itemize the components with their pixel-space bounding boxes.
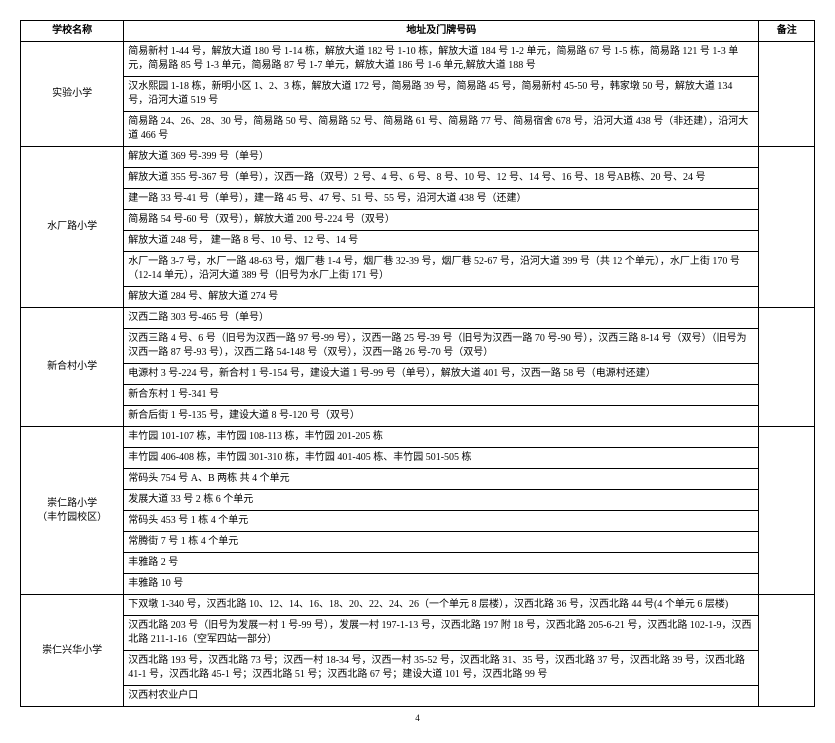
address-cell: 新合后街 1 号-135 号，建设大道 8 号-120 号（双号） — [124, 406, 759, 427]
address-cell: 解放大道 248 号， 建一路 8 号、10 号、12 号、14 号 — [124, 231, 759, 252]
table-row: 新合村小学汉西二路 303 号-465 号（单号） — [21, 308, 815, 329]
school-name-cell: 崇仁路小学（丰竹园校区） — [21, 427, 124, 595]
table-row: 水厂路小学解放大道 369 号-399 号（单号） — [21, 147, 815, 168]
address-cell: 电源村 3 号-224 号，新合村 1 号-154 号，建设大道 1 号-99 … — [124, 364, 759, 385]
table-row: 崇仁兴华小学下双墩 1-340 号，汉西北路 10、12、14、16、18、20… — [21, 595, 815, 616]
address-cell: 丰竹园 101-107 栋，丰竹园 108-113 栋，丰竹园 201-205 … — [124, 427, 759, 448]
school-address-table: 学校名称 地址及门牌号码 备注 实验小学简易新村 1-44 号，解放大道 180… — [20, 20, 815, 707]
table-row: 新合东村 1 号-341 号 — [21, 385, 815, 406]
page-number: 4 — [20, 713, 815, 723]
table-row: 实验小学简易新村 1-44 号，解放大道 180 号 1-14 栋，解放大道 1… — [21, 42, 815, 77]
table-row: 解放大道 284 号、解放大道 274 号 — [21, 287, 815, 308]
table-row: 汉西村农业户口 — [21, 686, 815, 707]
address-cell: 汉西北路 203 号（旧号为发展一村 1 号-99 号），发展一村 197-1-… — [124, 616, 759, 651]
address-cell: 新合东村 1 号-341 号 — [124, 385, 759, 406]
address-cell: 常腾街 7 号 1 栋 4 个单元 — [124, 532, 759, 553]
address-cell: 丰雅路 2 号 — [124, 553, 759, 574]
table-row: 崇仁路小学（丰竹园校区）丰竹园 101-107 栋，丰竹园 108-113 栋，… — [21, 427, 815, 448]
table-row: 常码头 453 号 1 栋 4 个单元 — [21, 511, 815, 532]
address-cell: 汉水熙园 1-18 栋，新明小区 1、2、3 栋，解放大道 172 号，简易路 … — [124, 77, 759, 112]
table-row: 解放大道 355 号-367 号（单号），汉西一路（双号）2 号、4 号、6 号… — [21, 168, 815, 189]
note-cell — [759, 308, 815, 427]
address-cell: 解放大道 284 号、解放大道 274 号 — [124, 287, 759, 308]
table-row: 简易路 24、26、28、30 号，简易路 50 号、简易路 52 号、简易路 … — [21, 112, 815, 147]
address-cell: 汉西二路 303 号-465 号（单号） — [124, 308, 759, 329]
header-address: 地址及门牌号码 — [124, 21, 759, 42]
school-name-cell: 水厂路小学 — [21, 147, 124, 308]
address-cell: 丰雅路 10 号 — [124, 574, 759, 595]
address-cell: 常码头 453 号 1 栋 4 个单元 — [124, 511, 759, 532]
address-cell: 汉西村农业户口 — [124, 686, 759, 707]
table-row: 建一路 33 号-41 号（单号），建一路 45 号、47 号、51 号、55 … — [21, 189, 815, 210]
table-row: 解放大道 248 号， 建一路 8 号、10 号、12 号、14 号 — [21, 231, 815, 252]
address-cell: 建一路 33 号-41 号（单号），建一路 45 号、47 号、51 号、55 … — [124, 189, 759, 210]
school-name-cell: 实验小学 — [21, 42, 124, 147]
school-name-cell: 新合村小学 — [21, 308, 124, 427]
address-cell: 简易路 54 号-60 号（双号），解放大道 200 号-224 号（双号） — [124, 210, 759, 231]
table-row: 丰竹园 406-408 栋，丰竹园 301-310 栋，丰竹园 401-405 … — [21, 448, 815, 469]
table-row: 电源村 3 号-224 号，新合村 1 号-154 号，建设大道 1 号-99 … — [21, 364, 815, 385]
address-cell: 水厂一路 3-7 号，水厂一路 48-63 号，烟厂巷 1-4 号，烟厂巷 32… — [124, 252, 759, 287]
table-row: 丰雅路 2 号 — [21, 553, 815, 574]
table-row: 新合后街 1 号-135 号，建设大道 8 号-120 号（双号） — [21, 406, 815, 427]
address-cell: 简易路 24、26、28、30 号，简易路 50 号、简易路 52 号、简易路 … — [124, 112, 759, 147]
address-cell: 汉西三路 4 号、6 号（旧号为汉西一路 97 号-99 号），汉西一路 25 … — [124, 329, 759, 364]
address-cell: 解放大道 369 号-399 号（单号） — [124, 147, 759, 168]
note-cell — [759, 42, 815, 147]
table-row: 汉西北路 203 号（旧号为发展一村 1 号-99 号），发展一村 197-1-… — [21, 616, 815, 651]
table-row: 汉水熙园 1-18 栋，新明小区 1、2、3 栋，解放大道 172 号，简易路 … — [21, 77, 815, 112]
address-cell: 解放大道 355 号-367 号（单号），汉西一路（双号）2 号、4 号、6 号… — [124, 168, 759, 189]
address-cell: 丰竹园 406-408 栋，丰竹园 301-310 栋，丰竹园 401-405 … — [124, 448, 759, 469]
header-school: 学校名称 — [21, 21, 124, 42]
school-name-cell: 崇仁兴华小学 — [21, 595, 124, 707]
note-cell — [759, 427, 815, 595]
table-row: 汉西三路 4 号、6 号（旧号为汉西一路 97 号-99 号），汉西一路 25 … — [21, 329, 815, 364]
address-cell: 常码头 754 号 A、B 两栋 共 4 个单元 — [124, 469, 759, 490]
note-cell — [759, 595, 815, 707]
table-row: 简易路 54 号-60 号（双号），解放大道 200 号-224 号（双号） — [21, 210, 815, 231]
address-cell: 下双墩 1-340 号，汉西北路 10、12、14、16、18、20、22、24… — [124, 595, 759, 616]
table-row: 汉西北路 193 号，汉西北路 73 号；汉西一村 18-34 号，汉西一村 3… — [21, 651, 815, 686]
note-cell — [759, 147, 815, 308]
table-row: 常腾街 7 号 1 栋 4 个单元 — [21, 532, 815, 553]
table-header-row: 学校名称 地址及门牌号码 备注 — [21, 21, 815, 42]
address-cell: 汉西北路 193 号，汉西北路 73 号；汉西一村 18-34 号，汉西一村 3… — [124, 651, 759, 686]
header-note: 备注 — [759, 21, 815, 42]
table-body: 实验小学简易新村 1-44 号，解放大道 180 号 1-14 栋，解放大道 1… — [21, 42, 815, 707]
table-row: 水厂一路 3-7 号，水厂一路 48-63 号，烟厂巷 1-4 号，烟厂巷 32… — [21, 252, 815, 287]
address-cell: 发展大道 33 号 2 栋 6 个单元 — [124, 490, 759, 511]
table-row: 常码头 754 号 A、B 两栋 共 4 个单元 — [21, 469, 815, 490]
address-cell: 简易新村 1-44 号，解放大道 180 号 1-14 栋，解放大道 182 号… — [124, 42, 759, 77]
table-row: 丰雅路 10 号 — [21, 574, 815, 595]
table-row: 发展大道 33 号 2 栋 6 个单元 — [21, 490, 815, 511]
